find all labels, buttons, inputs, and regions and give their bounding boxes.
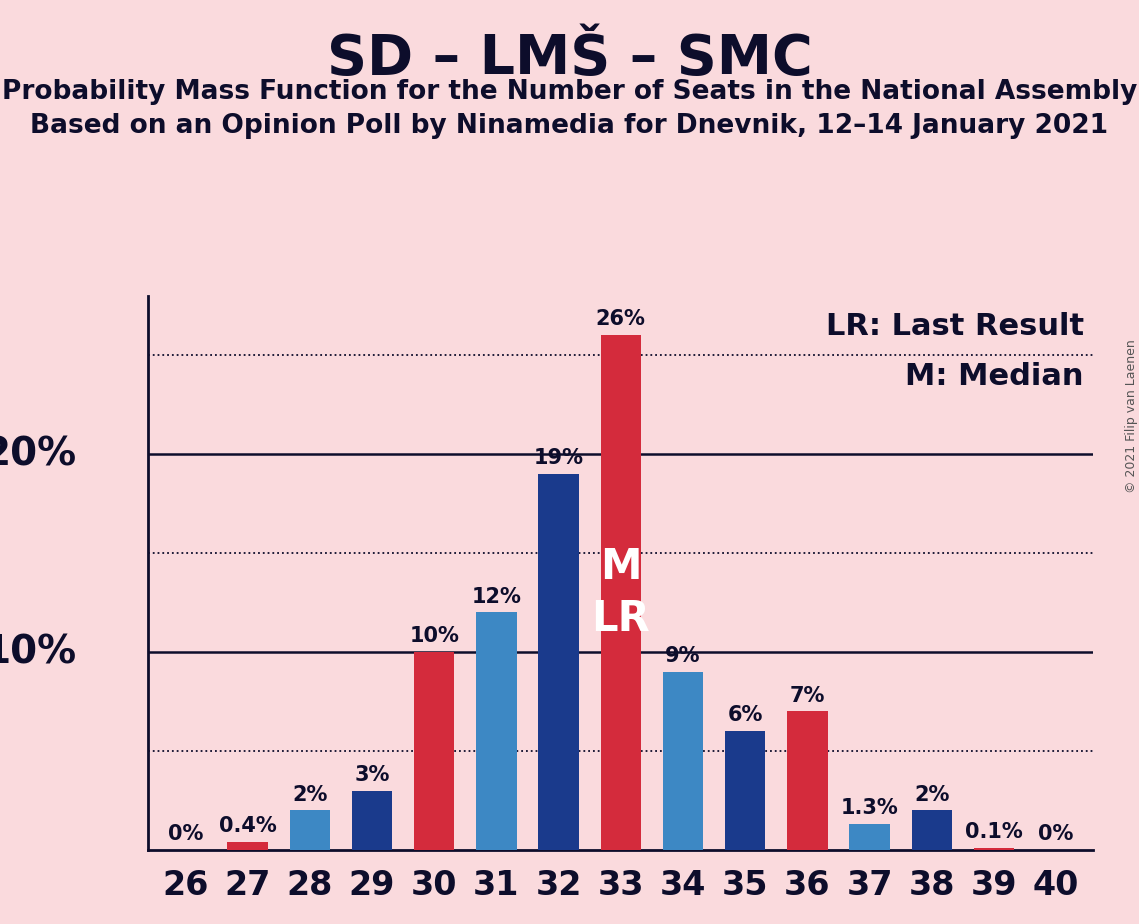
Text: 12%: 12% xyxy=(472,587,522,606)
Text: 6%: 6% xyxy=(728,705,763,725)
Text: 19%: 19% xyxy=(533,448,583,468)
Bar xyxy=(850,824,890,850)
Bar xyxy=(352,791,392,850)
Bar xyxy=(663,672,703,850)
Text: 10%: 10% xyxy=(409,626,459,646)
Bar xyxy=(413,652,454,850)
Text: 0.1%: 0.1% xyxy=(965,822,1023,842)
Bar xyxy=(289,810,330,850)
Text: 1.3%: 1.3% xyxy=(841,798,899,819)
Bar xyxy=(787,711,828,850)
Text: 2%: 2% xyxy=(913,784,950,805)
Text: M
LR: M LR xyxy=(591,546,650,639)
Text: Probability Mass Function for the Number of Seats in the National Assembly: Probability Mass Function for the Number… xyxy=(2,79,1137,104)
Text: 26%: 26% xyxy=(596,310,646,329)
Text: 9%: 9% xyxy=(665,646,700,666)
Text: 0%: 0% xyxy=(167,824,203,845)
Bar xyxy=(228,842,268,850)
Bar xyxy=(974,848,1014,850)
Text: 10%: 10% xyxy=(0,633,77,671)
Text: 20%: 20% xyxy=(0,435,77,473)
Text: LR: Last Result: LR: Last Result xyxy=(826,312,1084,341)
Bar xyxy=(600,335,641,850)
Text: M: Median: M: Median xyxy=(906,362,1084,391)
Text: Based on an Opinion Poll by Ninamedia for Dnevnik, 12–14 January 2021: Based on an Opinion Poll by Ninamedia fo… xyxy=(31,113,1108,139)
Text: 0%: 0% xyxy=(1039,824,1074,845)
Text: 3%: 3% xyxy=(354,765,390,784)
Text: 2%: 2% xyxy=(292,784,328,805)
Text: 7%: 7% xyxy=(789,686,825,706)
Bar xyxy=(476,613,517,850)
Text: © 2021 Filip van Laenen: © 2021 Filip van Laenen xyxy=(1124,339,1138,492)
Bar xyxy=(911,810,952,850)
Bar xyxy=(724,731,765,850)
Text: SD – LMŠ – SMC: SD – LMŠ – SMC xyxy=(327,32,812,86)
Text: 0.4%: 0.4% xyxy=(219,816,277,836)
Bar xyxy=(539,474,579,850)
